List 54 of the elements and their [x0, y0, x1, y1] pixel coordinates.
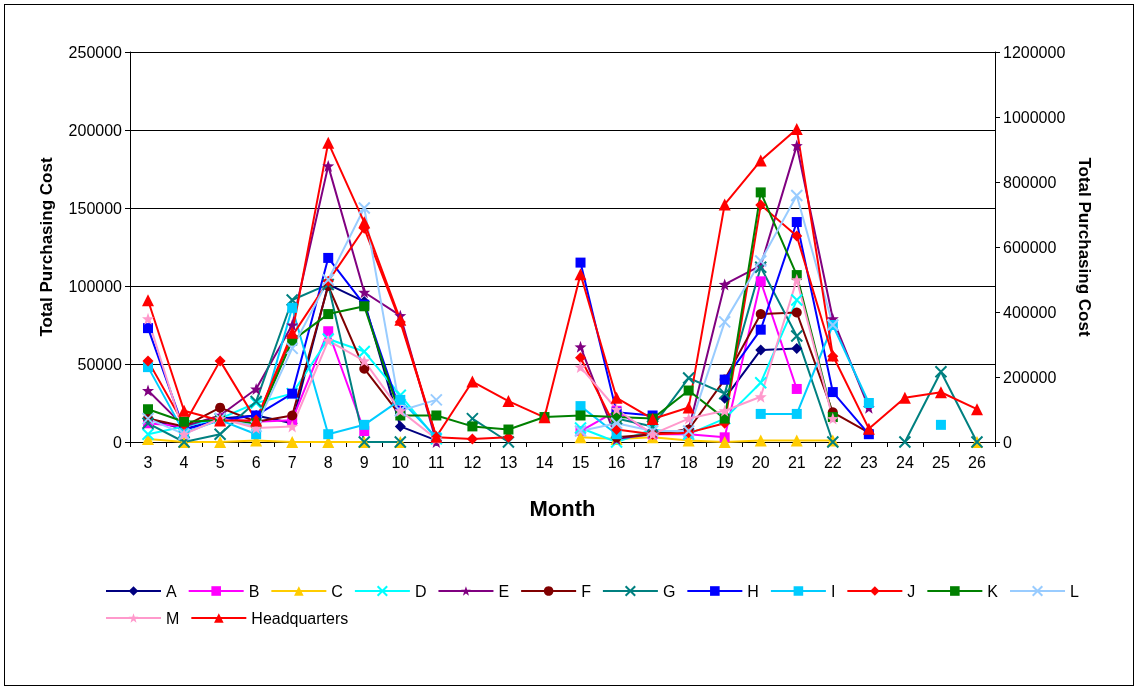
x-tick-label: 15 [571, 453, 590, 471]
x-tick-label: 16 [607, 453, 626, 471]
x-tick-label: 12 [463, 453, 482, 471]
x-tick-label: 3 [143, 453, 153, 471]
y2-tick-label: 200000 [1003, 368, 1057, 386]
x-tick-label: 4 [179, 453, 189, 471]
legend-label: A [166, 582, 177, 600]
x-tick-label: 19 [715, 453, 734, 471]
y2-tick-label: 400000 [1003, 303, 1057, 321]
y2-tick-label: 1200000 [1003, 43, 1066, 61]
x-tick-label: 11 [428, 453, 445, 471]
y2-tick-label: 0 [1003, 433, 1012, 451]
x-tick-label: 10 [391, 453, 410, 471]
x-tick-label: 6 [251, 453, 261, 471]
legend-label: H [747, 582, 759, 600]
x-axis-title: Month [529, 495, 596, 521]
legend-label: Headquarters [251, 609, 349, 627]
y2-tick-label: 800000 [1003, 173, 1057, 191]
x-tick-label: 23 [859, 453, 878, 471]
legend-label: L [1070, 582, 1080, 600]
y-tick-label: 0 [113, 433, 123, 451]
x-tick-label: 17 [643, 453, 662, 471]
x-tick-label: 22 [823, 453, 842, 471]
legend-label: G [662, 582, 676, 600]
y-tick-label: 200000 [68, 121, 123, 139]
legend-label: C [331, 582, 343, 600]
legend-label: M [166, 609, 180, 627]
legend-label: E [498, 582, 510, 600]
x-tick-label: 14 [535, 453, 554, 471]
y-tick-label: 100000 [68, 277, 123, 295]
legend-label: I [830, 582, 836, 600]
x-tick-label: 8 [323, 453, 333, 471]
legend-label: D [414, 582, 427, 600]
x-tick-label: 13 [499, 453, 518, 471]
y-axis-title: Total Purchasing Cost [37, 157, 56, 337]
y2-tick-label: 600000 [1003, 238, 1057, 256]
x-tick-label: 21 [787, 453, 806, 471]
legend-label: K [987, 582, 999, 600]
legend-label: B [248, 582, 260, 600]
x-tick-label: 18 [679, 453, 698, 471]
x-tick-label: 25 [932, 453, 950, 471]
y-tick-label: 150000 [68, 199, 123, 217]
y-tick-label: 250000 [68, 43, 123, 61]
x-tick-label: 26 [968, 453, 986, 471]
y-tick-label: 50000 [77, 355, 123, 373]
y2-tick-label: 1000000 [1003, 108, 1066, 126]
x-tick-label: 20 [751, 453, 770, 471]
x-tick-label: 7 [287, 453, 297, 471]
x-tick-label: 24 [896, 453, 914, 471]
x-tick-label: 9 [359, 453, 369, 471]
y2-axis-title: Total Purchasing Cost [1075, 157, 1095, 337]
legend-label: J [907, 582, 916, 600]
legend-label: F [581, 582, 592, 600]
x-tick-label: 5 [215, 453, 225, 471]
